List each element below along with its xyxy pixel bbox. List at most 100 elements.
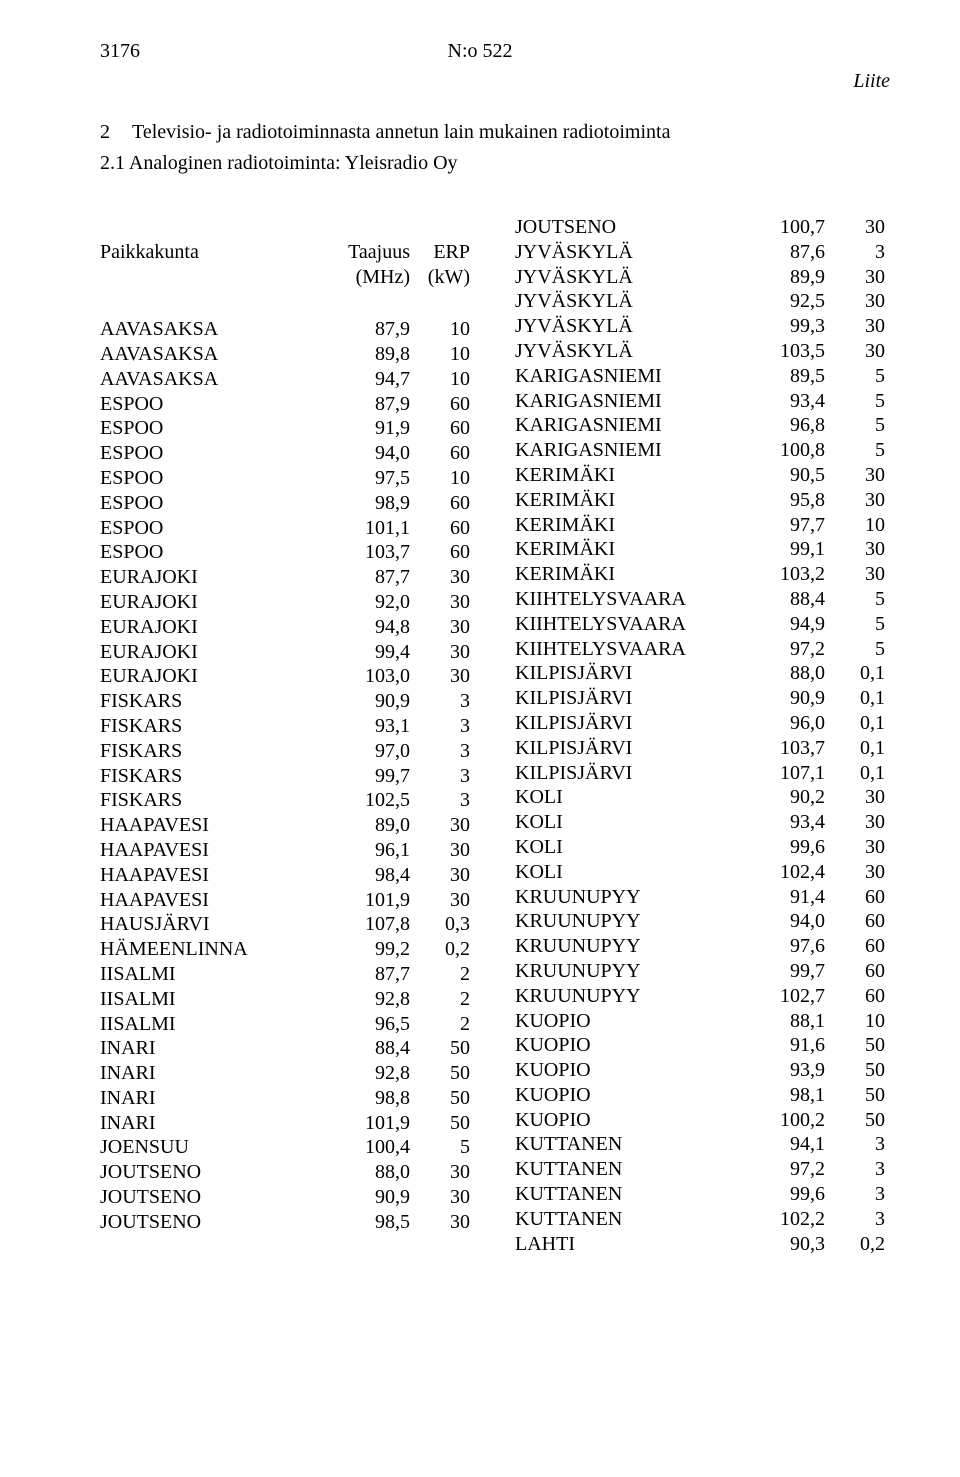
cell-erp: 50: [410, 1061, 470, 1086]
cell-place: LAHTI: [515, 1232, 735, 1257]
cell-freq: 99,6: [735, 835, 825, 860]
table-row: KILPISJÄRVI107,10,1: [515, 761, 890, 786]
table-row: EURAJOKI99,430: [100, 640, 475, 665]
cell-erp: 30: [410, 664, 470, 689]
spacer: [100, 215, 475, 240]
column-header-row-1: Paikkakunta Taajuus ERP: [100, 240, 475, 265]
cell-freq: 99,7: [735, 959, 825, 984]
cell-place: KIIHTELYSVAARA: [515, 637, 735, 662]
cell-freq: 87,6: [735, 240, 825, 265]
cell-erp: 50: [825, 1108, 885, 1133]
cell-freq: 94,9: [735, 612, 825, 637]
cell-place: HAUSJÄRVI: [100, 912, 320, 937]
table-row: KUOPIO88,110: [515, 1009, 890, 1034]
cell-freq: 93,4: [735, 810, 825, 835]
cell-erp: 3: [410, 764, 470, 789]
cell-freq: 94,7: [320, 367, 410, 392]
cell-erp: 0,1: [825, 736, 885, 761]
cell-freq: 87,7: [320, 565, 410, 590]
cell-erp: 3: [410, 739, 470, 764]
cell-freq: 100,4: [320, 1135, 410, 1160]
cell-erp: 60: [410, 540, 470, 565]
cell-freq: 88,0: [735, 661, 825, 686]
table-row: JYVÄSKYLÄ87,63: [515, 240, 890, 265]
cell-place: KUTTANEN: [515, 1207, 735, 1232]
cell-erp: 30: [410, 590, 470, 615]
cell-place: KERIMÄKI: [515, 562, 735, 587]
table-row: EURAJOKI87,730: [100, 565, 475, 590]
cell-erp: 60: [825, 909, 885, 934]
table-row: JYVÄSKYLÄ92,530: [515, 289, 890, 314]
cell-erp: 30: [825, 785, 885, 810]
table-row: ESPOO98,960: [100, 491, 475, 516]
cell-place: HAAPAVESI: [100, 888, 320, 913]
cell-place: FISKARS: [100, 714, 320, 739]
cell-erp: 30: [825, 488, 885, 513]
cell-freq: 103,5: [735, 339, 825, 364]
table-row: KUTTANEN102,23: [515, 1207, 890, 1232]
cell-place: ESPOO: [100, 491, 320, 516]
table-row: JOUTSENO88,030: [100, 1160, 475, 1185]
cell-place: IISALMI: [100, 962, 320, 987]
cell-freq: 89,5: [735, 364, 825, 389]
cell-freq: 103,2: [735, 562, 825, 587]
cell-freq: 89,9: [735, 265, 825, 290]
cell-freq: 100,8: [735, 438, 825, 463]
table-row: KERIMÄKI103,230: [515, 562, 890, 587]
cell-erp: 30: [410, 1210, 470, 1235]
cell-erp: 10: [825, 513, 885, 538]
section-number: 2: [100, 121, 132, 144]
table-row: INARI98,850: [100, 1086, 475, 1111]
cell-freq: 97,2: [735, 1157, 825, 1182]
cell-freq: 90,2: [735, 785, 825, 810]
cell-freq: 90,9: [735, 686, 825, 711]
cell-place: JOUTSENO: [515, 215, 735, 240]
subsection-title: 2.1 Analoginen radiotoiminta: Yleisradio…: [100, 152, 890, 175]
cell-freq: 94,0: [735, 909, 825, 934]
cell-freq: 98,5: [320, 1210, 410, 1235]
cell-place: JOENSUU: [100, 1135, 320, 1160]
cell-erp: 3: [410, 788, 470, 813]
cell-erp: 30: [410, 1185, 470, 1210]
cell-place: KILPISJÄRVI: [515, 736, 735, 761]
cell-place: EURAJOKI: [100, 664, 320, 689]
cell-erp: 3: [410, 714, 470, 739]
cell-freq: 96,5: [320, 1012, 410, 1037]
cell-place: INARI: [100, 1111, 320, 1136]
cell-erp: 3: [410, 689, 470, 714]
table-row: KUTTANEN94,13: [515, 1132, 890, 1157]
cell-erp: 30: [825, 537, 885, 562]
cell-erp: 30: [410, 565, 470, 590]
cell-freq: 100,7: [735, 215, 825, 240]
cell-place: INARI: [100, 1036, 320, 1061]
cell-freq: 90,5: [735, 463, 825, 488]
cell-place: ESPOO: [100, 466, 320, 491]
table-row: KOLI99,630: [515, 835, 890, 860]
cell-freq: 101,9: [320, 888, 410, 913]
cell-freq: 99,4: [320, 640, 410, 665]
cell-freq: 101,9: [320, 1111, 410, 1136]
table-row: KRUUNUPYY91,460: [515, 885, 890, 910]
cell-erp: 3: [825, 1207, 885, 1232]
cell-place: HAAPAVESI: [100, 813, 320, 838]
table-row: AAVASAKSA89,810: [100, 342, 475, 367]
cell-erp: 30: [825, 562, 885, 587]
cell-freq: 90,9: [320, 689, 410, 714]
cell-freq: 94,8: [320, 615, 410, 640]
table-row: HAUSJÄRVI107,80,3: [100, 912, 475, 937]
cell-place: HÄMEENLINNA: [100, 937, 320, 962]
cell-place: JYVÄSKYLÄ: [515, 339, 735, 364]
cell-place: KUTTANEN: [515, 1182, 735, 1207]
cell-erp: 30: [825, 215, 885, 240]
cell-place: KUOPIO: [515, 1058, 735, 1083]
table-row: ESPOO87,960: [100, 392, 475, 417]
cell-place: FISKARS: [100, 739, 320, 764]
cell-erp: 3: [825, 1157, 885, 1182]
cell-place: KOLI: [515, 860, 735, 885]
table-row: KILPISJÄRVI96,00,1: [515, 711, 890, 736]
cell-place: KARIGASNIEMI: [515, 438, 735, 463]
cell-place: AAVASAKSA: [100, 367, 320, 392]
right-column: JOUTSENO100,730JYVÄSKYLÄ87,63JYVÄSKYLÄ89…: [515, 215, 890, 1256]
table-row: ESPOO101,160: [100, 516, 475, 541]
cell-erp: 5: [410, 1135, 470, 1160]
